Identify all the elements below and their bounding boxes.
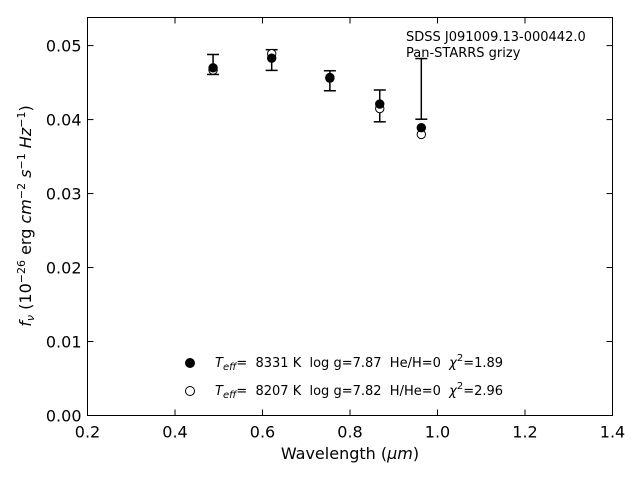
legend-teff-subscript: eff <box>223 362 238 373</box>
point-filled <box>208 63 218 73</box>
y-label-cm: cm <box>16 199 35 223</box>
x-tick-label: 0.8 <box>337 423 362 442</box>
legend-chi-value: =2.96 <box>463 384 503 399</box>
y-label-exp4: −1 <box>15 112 28 128</box>
y-label-erg: erg <box>16 224 35 260</box>
legend-teff-subscript: eff <box>223 390 238 401</box>
point-filled <box>325 72 335 83</box>
y-ticks: 0.00 0.01 0.02 0.03 0.04 0.05 <box>46 37 613 426</box>
x-tick-label: 1.2 <box>512 423 537 442</box>
x-tick-label: 0.4 <box>162 423 187 442</box>
y-label-exp2: −2 <box>15 183 28 199</box>
legend-chi-symbol: χ <box>448 356 458 371</box>
y-label-exp1: −26 <box>15 260 28 283</box>
y-label-exp3: −1 <box>15 153 28 169</box>
y-label-hz: Hz <box>16 127 35 153</box>
y-label-open: (10 <box>16 283 35 315</box>
x-axis-label-unit: μm <box>386 444 413 463</box>
y-label-nu: ν <box>24 315 37 321</box>
model-points <box>208 49 427 140</box>
point-filled <box>375 99 385 109</box>
legend-entry-filled: Teff= 8331 K log g=7.87 He/H=0 χ2=1.89 <box>215 353 503 373</box>
y-tick-label: 0.02 <box>46 259 82 278</box>
y-tick-label: 0.04 <box>46 111 82 130</box>
y-tick-label: 0.01 <box>46 333 82 352</box>
x-axis-label-suffix: ) <box>413 444 419 463</box>
y-label-close: ) <box>16 105 35 111</box>
legend-chi-superscript: 2 <box>457 353 463 364</box>
plot-frame <box>87 17 613 416</box>
y-tick-label: 0.05 <box>46 37 82 56</box>
y-label-s: s <box>16 170 35 183</box>
legend-teff-symbol: T <box>215 356 224 371</box>
point-filled <box>266 53 277 63</box>
annotation-object-name: SDSS J091009.13-000442.0 <box>406 30 586 45</box>
x-tick-label: 0.2 <box>75 423 100 442</box>
legend-params: = 8207 K log g=7.82 H/He=0 <box>236 384 449 399</box>
legend-teff-symbol: T <box>215 384 224 399</box>
error-bars <box>207 48 428 123</box>
legend-chi-superscript: 2 <box>457 381 463 392</box>
legend-marker-open <box>185 386 195 396</box>
y-label-f: f <box>16 319 35 327</box>
legend-entry-open: Teff= 8207 K log g=7.82 H/He=0 χ2=2.96 <box>215 381 503 401</box>
legend-marker-filled <box>185 358 195 368</box>
x-axis-label: Wavelength (μm) <box>281 444 419 463</box>
y-tick-label: 0.03 <box>46 185 82 204</box>
y-tick-label: 0.00 <box>46 407 82 426</box>
x-tick-label: 1.0 <box>425 423 450 442</box>
legend-chi-value: =1.89 <box>463 356 503 371</box>
x-tick-label: 0.6 <box>250 423 275 442</box>
x-tick-label: 1.4 <box>600 423 625 442</box>
x-axis-label-prefix: Wavelength ( <box>281 444 387 463</box>
legend-params: = 8331 K log g=7.87 He/H=0 <box>236 356 449 371</box>
legend-chi-symbol: χ <box>448 384 458 399</box>
y-axis-label: fν (10−26 erg cm−2 s−1 Hz−1) <box>15 105 37 326</box>
annotation-survey: Pan-STARRS grizy <box>406 46 521 61</box>
point-filled <box>416 123 427 133</box>
